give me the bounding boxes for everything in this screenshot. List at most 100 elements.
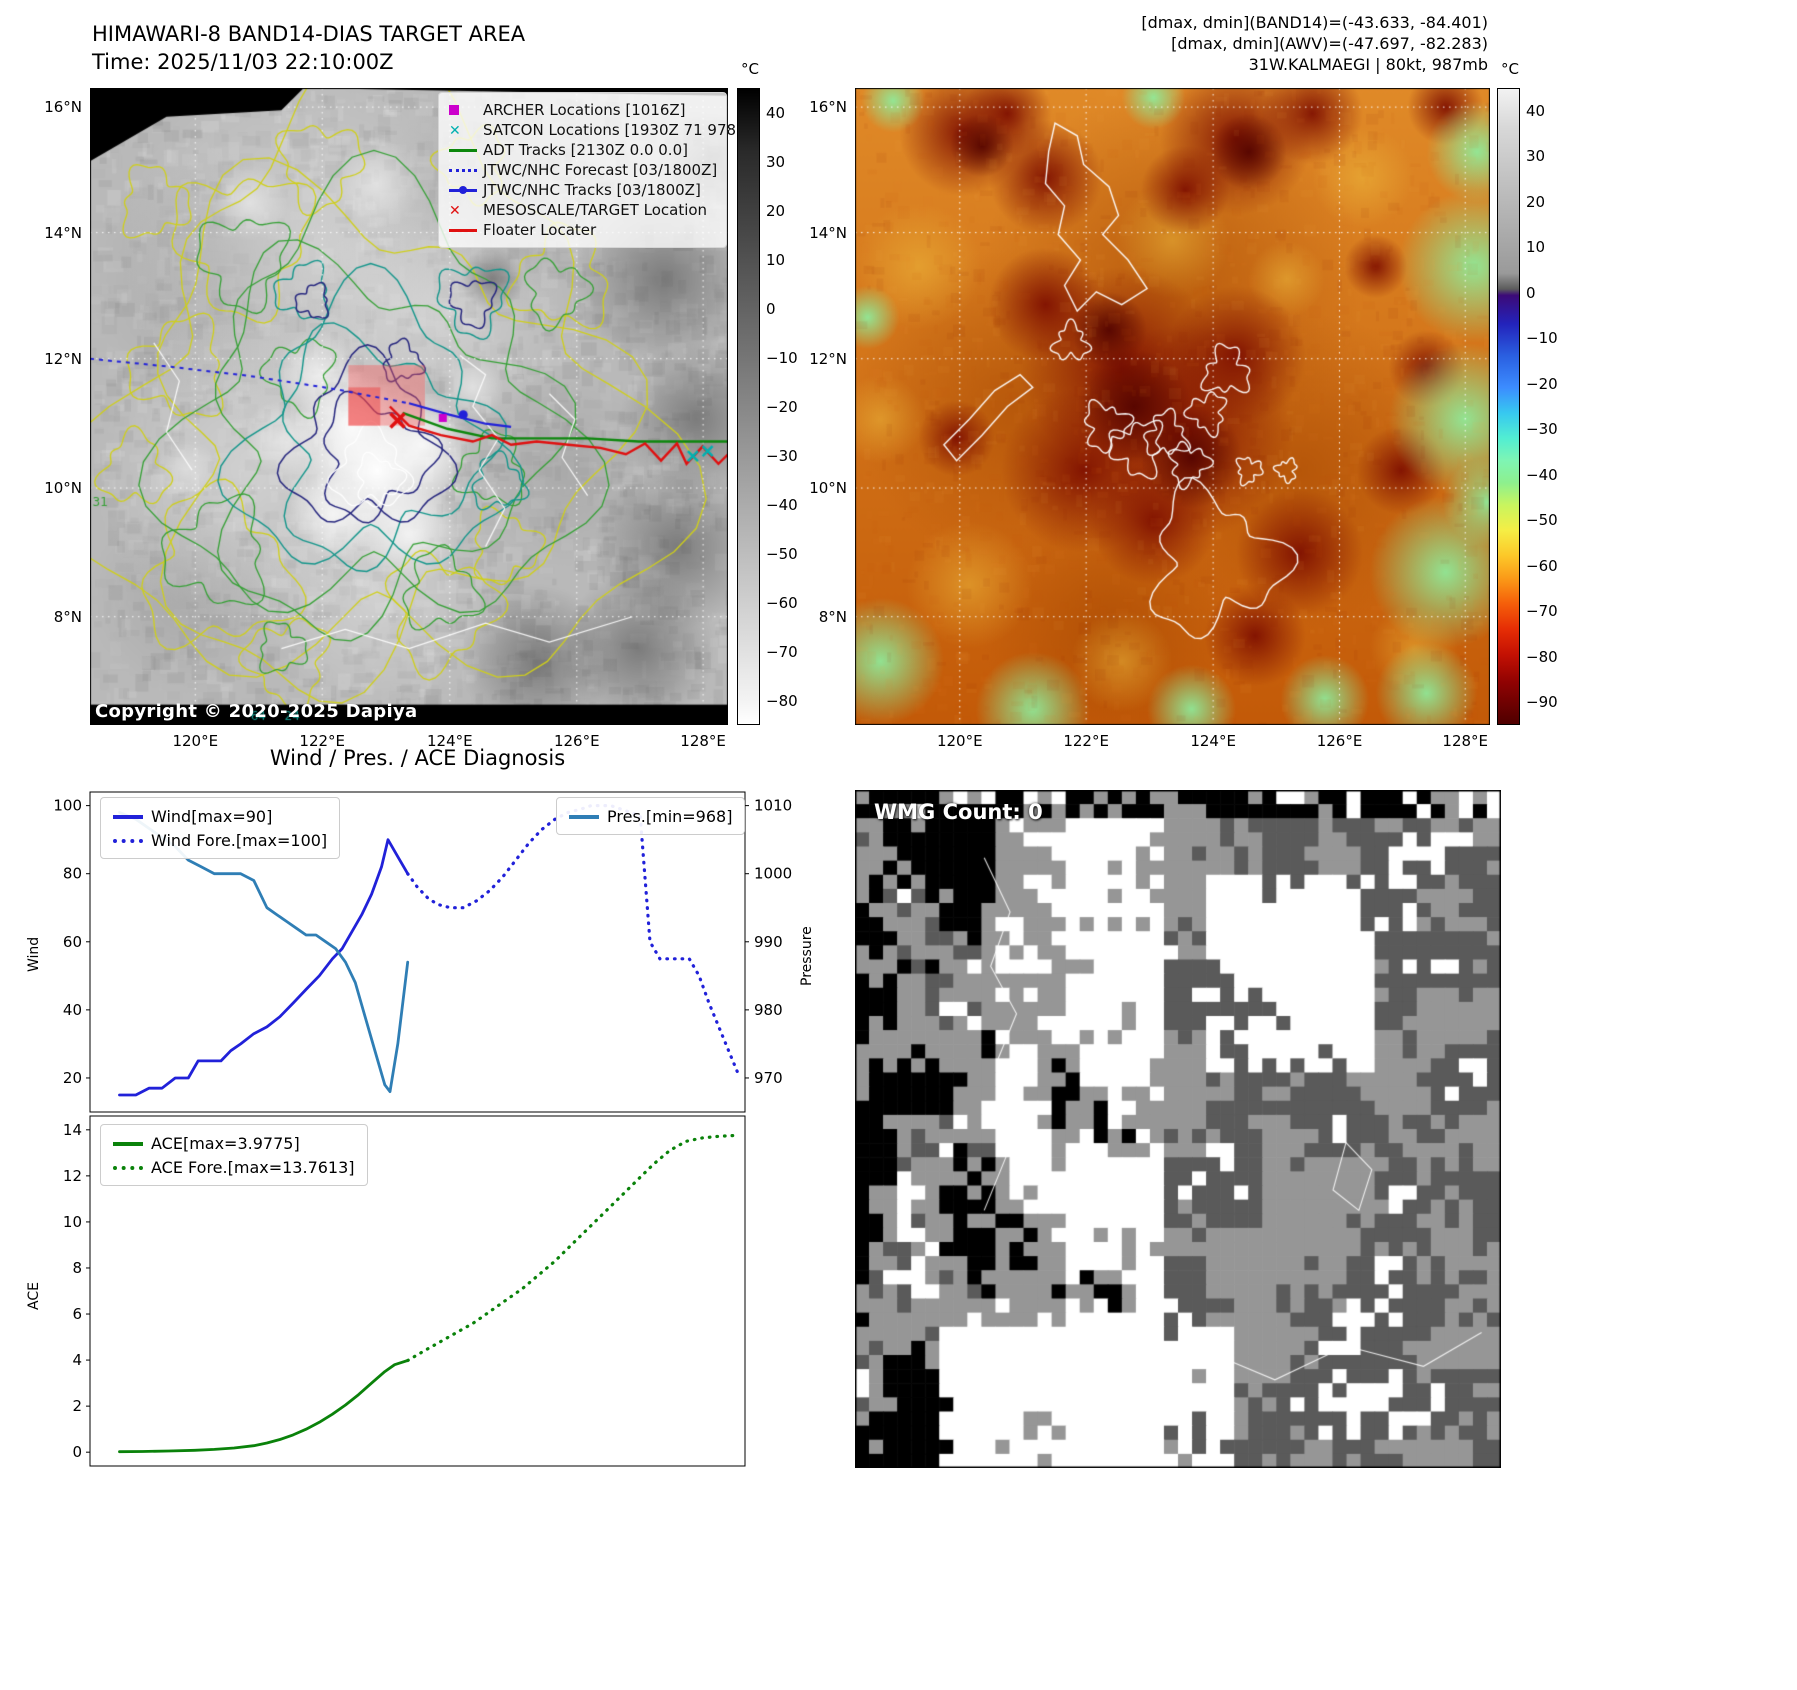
series-pressure xyxy=(118,811,410,1094)
band14-legend-item: ✕ MESOSCALE/TARGET Location xyxy=(449,200,716,220)
awv-colorbar-tick: 30 xyxy=(1526,147,1546,166)
chart-legend-item: Wind Fore.[max=100] xyxy=(113,828,327,852)
band14-colorbar-tick: −70 xyxy=(766,642,798,661)
chart-legend-item: Pres.[min=968] xyxy=(569,804,732,828)
awv-lon-tick: 128°E xyxy=(1442,732,1489,750)
svg-text:980: 980 xyxy=(754,1001,783,1019)
band14-lat-tick: 16°N xyxy=(44,98,82,117)
band14-legend-label: MESOSCALE/TARGET Location xyxy=(483,201,708,219)
chart-legend-label: Wind[max=90] xyxy=(151,806,273,826)
band14-colorbar-tick: −30 xyxy=(766,446,798,465)
band14-colorbar xyxy=(737,88,760,725)
band14-legend-item: ✕ SATCON Locations [1930Z 71 978] xyxy=(449,120,742,140)
awv-colorbar-tick: 20 xyxy=(1526,192,1546,211)
svg-text:10: 10 xyxy=(63,1213,82,1231)
series-ace-forecast xyxy=(406,1133,741,1363)
band14-legend-item: ARCHER Locations [1016Z] xyxy=(449,100,716,120)
awv-lon-tick: 122°E xyxy=(1063,732,1109,750)
band14-lat-tick: 10°N xyxy=(44,479,82,498)
wmg-count-label: WMG Count: 0 xyxy=(874,800,1043,824)
copyright-text: Copyright © 2020-2025 Dapiya xyxy=(95,701,418,722)
awv-lat-tick: 10°N xyxy=(809,479,847,498)
svg-text:1000: 1000 xyxy=(754,865,792,883)
legend-line-icon xyxy=(113,831,151,850)
awv-colorbar-tick: −90 xyxy=(1526,693,1558,712)
band14-lat-tick: 8°N xyxy=(53,607,82,626)
awv-colorbar-tick: 0 xyxy=(1526,283,1536,302)
awv-lat-tick: 8°N xyxy=(818,607,847,626)
awv-header-line1: [dmax, dmin](BAND14)=(-43.633, -84.401) xyxy=(1141,13,1488,32)
svg-text:2: 2 xyxy=(72,1397,82,1415)
svg-text:970: 970 xyxy=(754,1069,783,1087)
pressure-legend: Pres.[min=968] xyxy=(556,797,746,835)
band14-legend-label: Floater Locater xyxy=(483,221,597,239)
legend-marker-line-icon xyxy=(449,221,483,239)
legend-marker-dotted-icon xyxy=(449,161,483,179)
band14-lon-tick: 120°E xyxy=(172,732,219,750)
band14-legend-label: ADT Tracks [2130Z 0.0 0.0] xyxy=(483,141,688,159)
svg-text:14: 14 xyxy=(63,1121,82,1139)
band14-lon-tick: 122°E xyxy=(299,732,346,750)
awv-header: [dmax, dmin](BAND14)=(-43.633, -84.401) … xyxy=(990,12,1488,75)
awv-lat-tick: 12°N xyxy=(809,349,847,368)
awv-lon-tick: 124°E xyxy=(1190,732,1236,750)
band14-colorbar-tick: 0 xyxy=(766,299,776,318)
band14-colorbar-tick: −20 xyxy=(766,397,798,416)
pressure-axis-label: Pressure xyxy=(799,926,815,986)
band14-legend-label: JTWC/NHC Forecast [03/1800Z] xyxy=(483,161,718,179)
band14-colorbar-tick: −10 xyxy=(766,348,798,367)
band14-colorbar-tick: 30 xyxy=(766,152,786,171)
svg-text:20: 20 xyxy=(63,1069,82,1087)
awv-colorbar-tick: −80 xyxy=(1526,647,1558,666)
band14-legend-item: ADT Tracks [2130Z 0.0 0.0] xyxy=(449,140,716,160)
svg-text:0: 0 xyxy=(72,1443,82,1461)
wind-axis-label: Wind xyxy=(26,936,42,972)
band14-colorbar-tick: −40 xyxy=(766,495,798,514)
svg-text:8: 8 xyxy=(72,1259,82,1277)
ace-axis-label: ACE xyxy=(26,1282,42,1310)
legend-marker-line-icon xyxy=(449,141,483,159)
band14-map-legend: ARCHER Locations [1016Z] ✕ SATCON Location… xyxy=(438,92,742,248)
chart-legend-label: Pres.[min=968] xyxy=(607,806,733,826)
wmg-grid-map xyxy=(855,790,1501,1468)
band14-colorbar-tick: 20 xyxy=(766,201,786,220)
band14-lon-tick: 128°E xyxy=(680,732,726,750)
band14-colorbar-tick: −80 xyxy=(766,691,798,710)
legend-line-icon xyxy=(113,1158,151,1177)
svg-text:60: 60 xyxy=(63,933,82,951)
svg-text:4: 4 xyxy=(72,1351,82,1369)
legend-marker-x-icon: ✕ xyxy=(449,203,461,219)
band14-colorbar-tick: −50 xyxy=(766,544,798,563)
ace-legend: ACE[max=3.9775] ACE Fore.[max=13.7613] xyxy=(100,1124,368,1186)
svg-text:12: 12 xyxy=(63,1167,82,1185)
legend-marker-linedot-icon xyxy=(449,181,483,199)
band14-lat-tick: 14°N xyxy=(44,223,82,242)
svg-text:80: 80 xyxy=(63,865,82,883)
band14-legend-label: SATCON Locations [1930Z 71 978] xyxy=(483,121,742,139)
band14-lon-tick: 124°E xyxy=(427,732,473,750)
wind-legend: Wind[max=90] Wind Fore.[max=100] xyxy=(100,797,341,859)
legend-marker-x-icon: ✕ xyxy=(449,123,461,139)
chart-legend-label: ACE Fore.[max=13.7613] xyxy=(151,1157,355,1177)
awv-lon-tick: 120°E xyxy=(936,732,983,750)
band14-title-line1: HIMAWARI-8 BAND14-DIAS TARGET AREA xyxy=(92,22,526,46)
legend-line-icon xyxy=(113,807,151,826)
awv-colorbar-unit: °C xyxy=(1501,60,1519,78)
band14-colorbar-tick: −60 xyxy=(766,593,798,612)
legend-line-icon xyxy=(113,1134,151,1153)
legend-marker-square-icon xyxy=(449,101,483,119)
svg-text:1010: 1010 xyxy=(754,797,792,815)
chart-legend-item: Wind[max=90] xyxy=(113,804,327,828)
awv-colorbar-tick: 40 xyxy=(1526,101,1546,120)
band14-legend-item: Floater Locater xyxy=(449,220,716,240)
svg-text:100: 100 xyxy=(53,797,82,815)
band14-lat-tick: 12°N xyxy=(44,349,82,368)
band14-legend-item: JTWC/NHC Tracks [03/1800Z] xyxy=(449,180,716,200)
awv-colorbar-tick: −20 xyxy=(1526,374,1558,393)
awv-colorbar-tick: −70 xyxy=(1526,602,1558,621)
awv-lon-tick: 126°E xyxy=(1316,732,1363,750)
chart-legend-item: ACE[max=3.9775] xyxy=(113,1131,355,1155)
band14-title-line2: Time: 2025/11/03 22:10:00Z xyxy=(92,50,394,74)
chart-legend-label: Wind Fore.[max=100] xyxy=(151,830,328,850)
